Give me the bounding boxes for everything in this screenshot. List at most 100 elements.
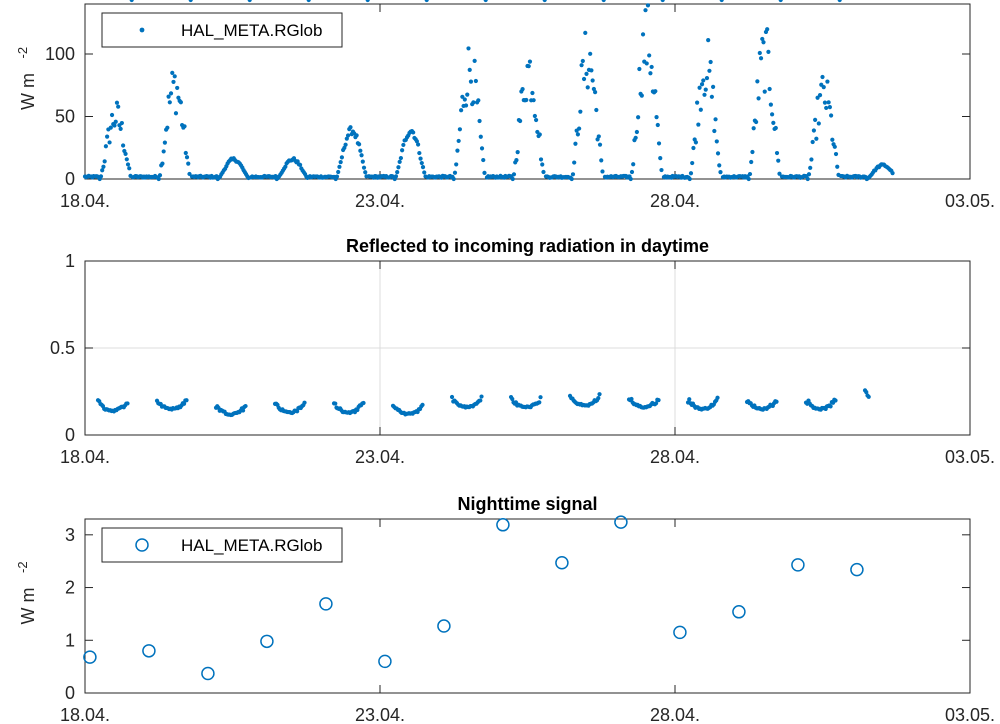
- data-point: [833, 398, 838, 403]
- data-point: [167, 100, 172, 105]
- data-point: [142, 644, 156, 658]
- data-point: [476, 98, 481, 103]
- data-point: [696, 122, 701, 127]
- data-point: [542, 0, 547, 3]
- data-point: [334, 174, 340, 179]
- y-tick-label: 1: [65, 630, 75, 650]
- data-point: [306, 0, 311, 3]
- data-point: [463, 103, 469, 108]
- data-point: [777, 171, 782, 176]
- data-point: [496, 518, 510, 532]
- data-point: [687, 397, 692, 402]
- data-point: [526, 64, 531, 69]
- data-point: [835, 164, 840, 169]
- data-point: [127, 166, 132, 171]
- data-point: [778, 0, 783, 3]
- y-tick-label: 50: [55, 107, 75, 127]
- data-point: [417, 150, 422, 156]
- data-point: [597, 142, 603, 147]
- data-point: [810, 139, 815, 145]
- data-point: [639, 93, 644, 98]
- data-point: [361, 400, 366, 406]
- data-point: [113, 119, 118, 124]
- nighttime-signal-panel: 18.04. 23.04. 28.04. 03.05. 0 1 2 3 Nighttime si…: [15, 494, 995, 724]
- data-point: [707, 68, 712, 73]
- data-point: [541, 169, 546, 175]
- data-point: [649, 64, 654, 70]
- data-point: [590, 78, 595, 83]
- data-point: [579, 63, 584, 68]
- y-tick-label: 2: [65, 578, 75, 598]
- y-tick-label: 1: [65, 251, 75, 271]
- data-point: [125, 162, 131, 167]
- data-point: [336, 169, 341, 175]
- data-point: [755, 79, 760, 84]
- data-point: [420, 165, 426, 170]
- y-tick-label: 100: [45, 44, 75, 64]
- y-tick-label: 3: [65, 525, 75, 545]
- data-point: [466, 46, 471, 51]
- data-point: [471, 100, 476, 105]
- x-tick-label: 03.05.: [945, 705, 995, 724]
- data-point: [481, 157, 486, 163]
- data-point: [343, 142, 348, 147]
- data-point: [478, 134, 483, 139]
- x-tick-label: 18.04.: [60, 447, 110, 467]
- data-point: [419, 160, 424, 166]
- data-point: [828, 404, 833, 409]
- data-point: [820, 74, 825, 80]
- data-point: [298, 162, 303, 167]
- data-point: [866, 394, 871, 399]
- data-point: [825, 79, 830, 84]
- legend-marker: [139, 27, 145, 33]
- data-point: [182, 124, 187, 129]
- data-point: [161, 149, 166, 154]
- data-point: [483, 0, 488, 3]
- data-point: [555, 556, 569, 570]
- x-tick-label: 03.05.: [945, 191, 995, 211]
- data-point: [100, 168, 105, 173]
- data-point: [648, 71, 653, 76]
- data-point: [184, 155, 190, 160]
- data-point: [811, 128, 816, 133]
- data-point: [515, 150, 520, 155]
- data-point: [360, 159, 365, 164]
- data-point: [691, 145, 696, 151]
- data-point: [478, 398, 483, 403]
- data-point: [757, 50, 762, 56]
- data-point: [420, 402, 425, 407]
- data-point: [837, 0, 842, 3]
- data-point: [747, 171, 753, 177]
- data-point: [660, 0, 665, 3]
- data-point: [302, 400, 307, 405]
- data-point: [473, 78, 478, 84]
- data-point: [398, 155, 403, 161]
- data-point: [534, 117, 539, 123]
- data-point: [688, 171, 694, 176]
- data-point: [712, 128, 717, 134]
- x-tick-label: 28.04.: [650, 447, 700, 467]
- data-point: [121, 143, 126, 148]
- global-radiation-panel: 18.04. 23.04. 28.04. 03.05. 0 50 100 W m -2 HAL_M…: [15, 0, 995, 211]
- data-point: [176, 95, 181, 100]
- y-tick-label: 0: [65, 169, 75, 189]
- axes-frame: [84, 518, 971, 694]
- data-point: [166, 94, 171, 99]
- data-point: [186, 161, 191, 166]
- data-point: [597, 392, 602, 397]
- data-point: [633, 135, 638, 140]
- data-point: [808, 165, 813, 170]
- data-point: [319, 597, 333, 611]
- data-point: [754, 119, 759, 125]
- data-point: [756, 96, 761, 101]
- x-tick-label: 23.04.: [355, 191, 405, 211]
- data-point: [361, 165, 367, 170]
- data-point: [647, 53, 652, 58]
- data-point: [583, 30, 588, 35]
- data-point: [698, 107, 703, 112]
- data-point: [168, 91, 174, 96]
- data-point: [411, 130, 416, 135]
- axes-frame: [84, 3, 971, 180]
- data-point: [596, 134, 601, 139]
- data-point: [510, 396, 515, 402]
